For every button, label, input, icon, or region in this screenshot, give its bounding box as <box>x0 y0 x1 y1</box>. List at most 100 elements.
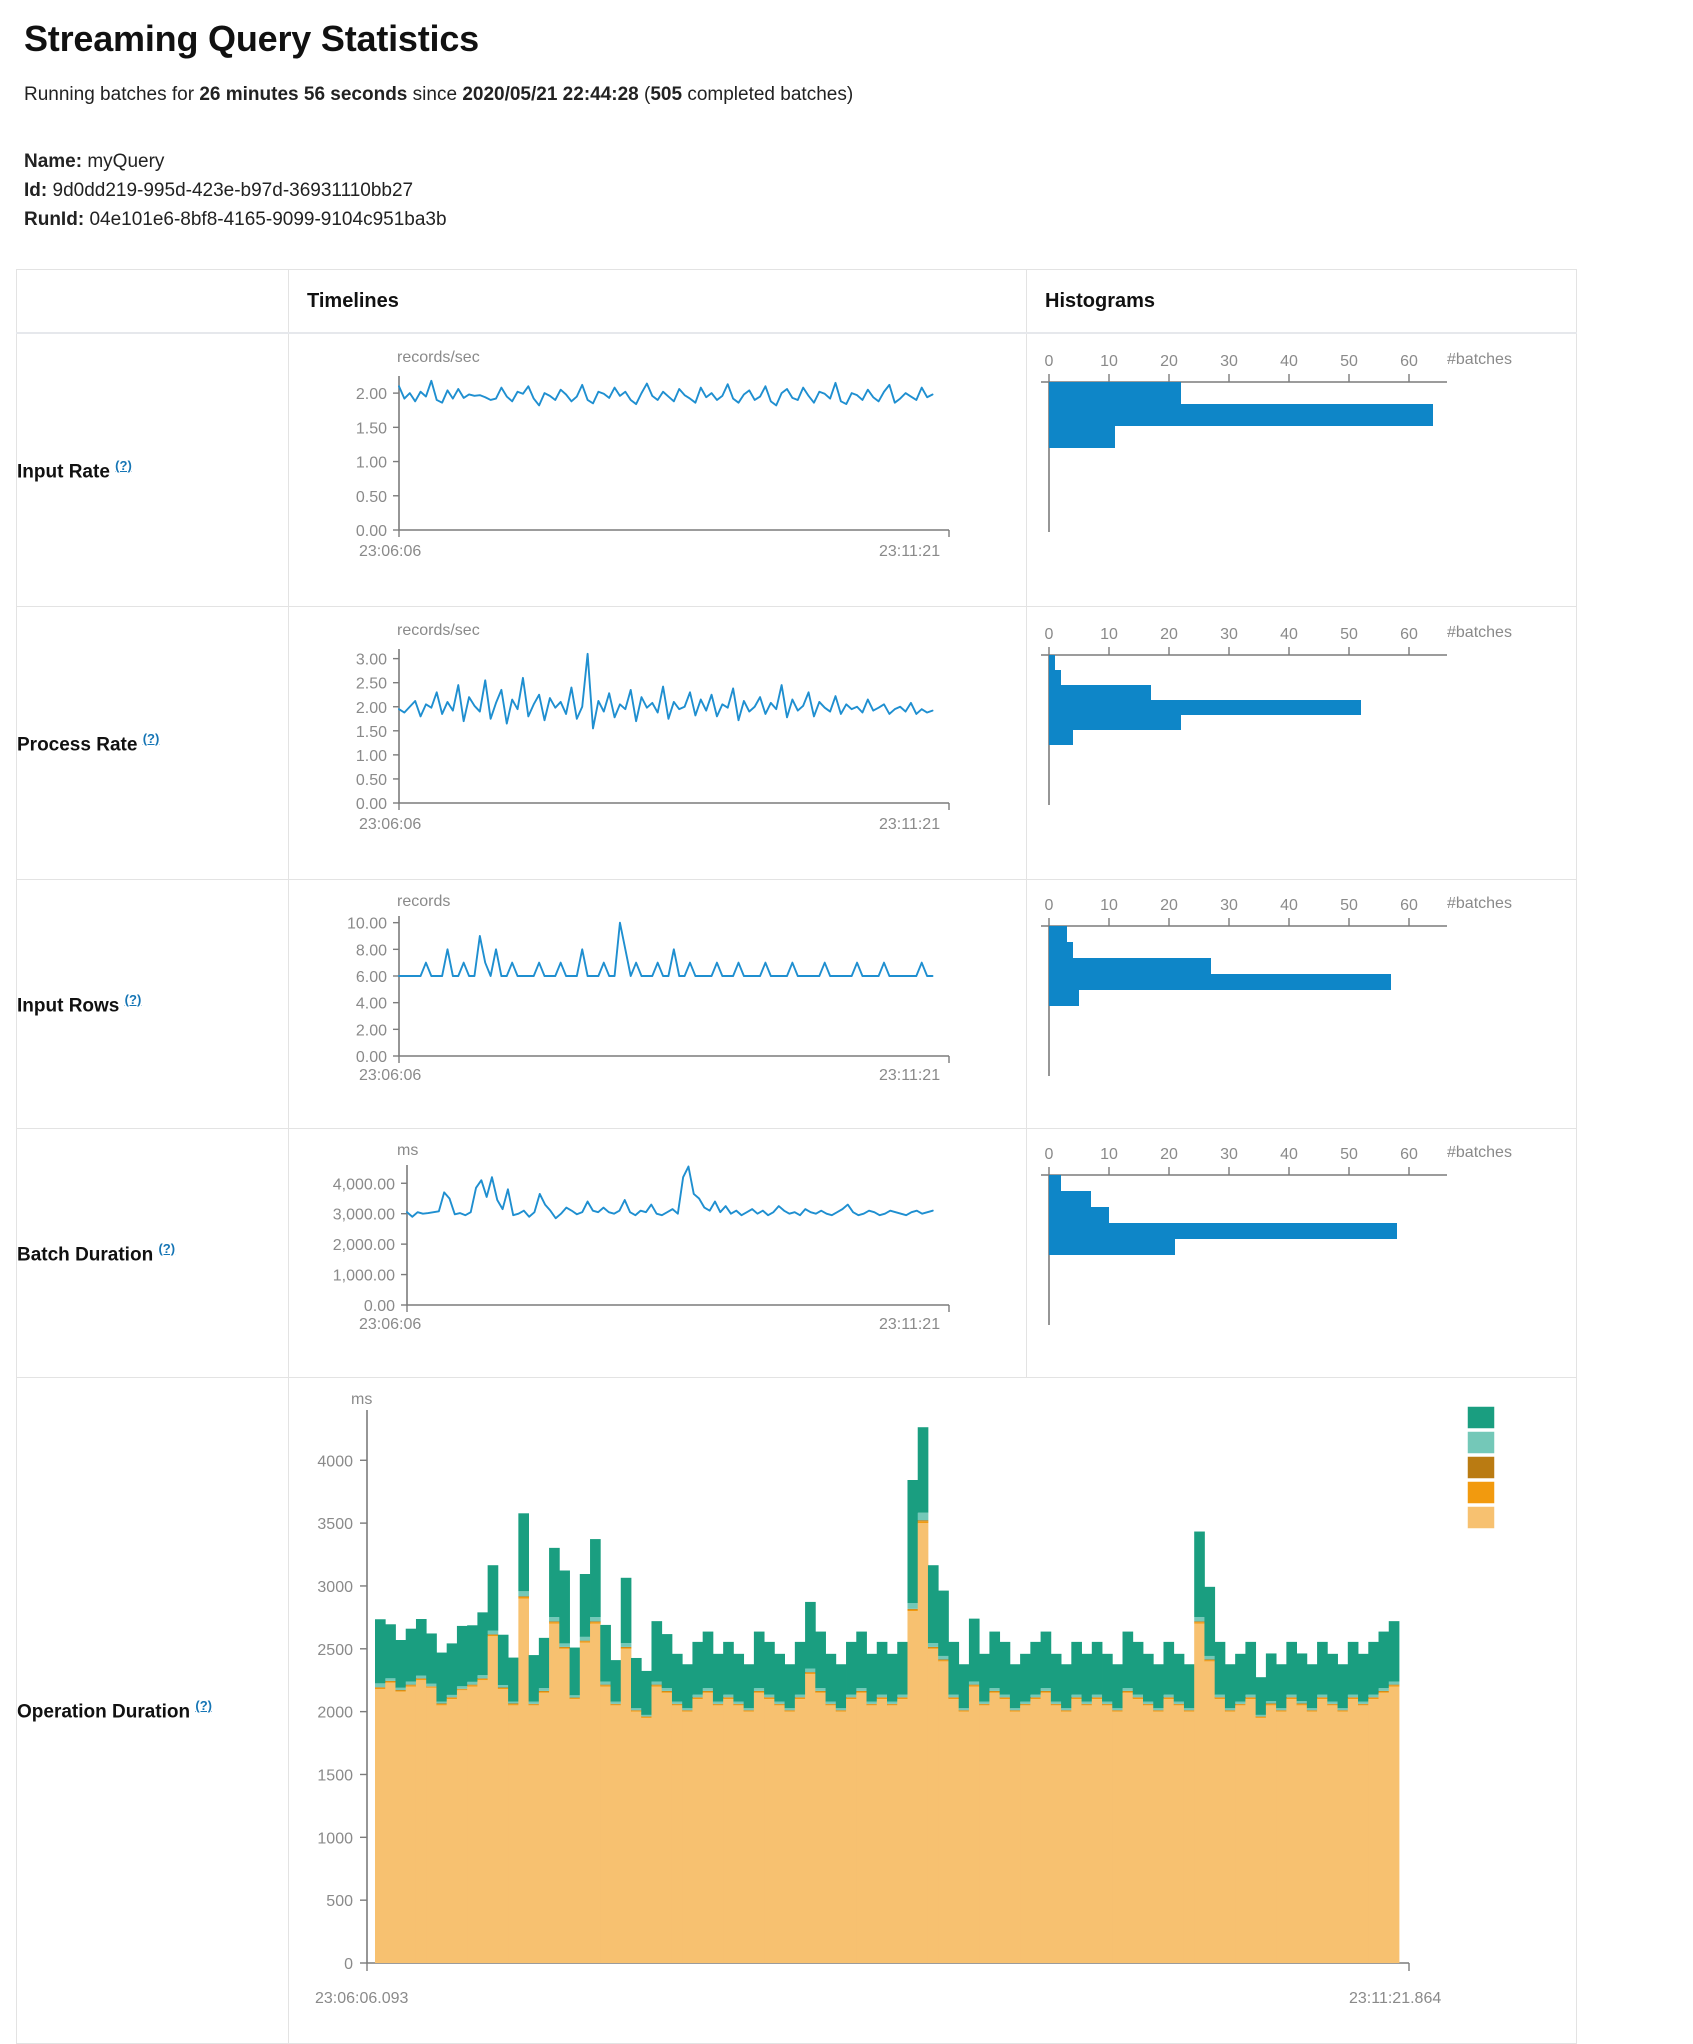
stacked-bar-segment <box>1143 1704 1154 1706</box>
batch-duration-timeline-chart[interactable]: ms 0.001,000.002,000.003,000.004,000.00 … <box>289 1129 1019 1377</box>
stacked-bar-segment <box>518 1598 529 1964</box>
legend-swatch[interactable] <box>1466 1480 1496 1506</box>
stacked-bar-segment <box>1040 1691 1052 1692</box>
stacked-bar-segment <box>477 1612 489 1676</box>
stacked-bar-segment <box>1009 1711 1021 1713</box>
stacked-bar-segment <box>1378 1631 1390 1689</box>
legend-swatch[interactable] <box>1466 1430 1496 1456</box>
stacked-bar-segment <box>405 1681 417 1686</box>
stacked-bar-segment <box>569 1698 581 1700</box>
stacked-bar-segment <box>375 1688 386 1690</box>
stacked-bar-segment <box>1071 1699 1082 1964</box>
stacked-bar-segment <box>784 1712 796 1964</box>
stacked-bar-segment <box>774 1704 785 1705</box>
stacked-bar-segment <box>467 1686 478 1964</box>
stacked-bar-segment <box>467 1685 478 1686</box>
operation-duration-chart[interactable]: ms 0 500 1000 1500 2000 2500 3000 3500 4000 23:0… <box>289 1378 1569 2043</box>
statistics-table: Timelines Histograms Input Rate (?) reco… <box>16 268 1577 2044</box>
help-icon[interactable]: (?) <box>158 1240 176 1256</box>
x-tick-label: 30 <box>1220 1146 1238 1163</box>
stacked-bar-segment <box>1132 1699 1144 1964</box>
timeline-series-path <box>398 922 934 978</box>
stacked-bar-segment <box>579 1574 591 1638</box>
legend-swatch[interactable] <box>1466 1505 1496 1531</box>
stacked-bar-segment <box>835 1712 847 1964</box>
query-id-line: Id: 9d0dd219-995d-423e-b97d-36931110bb27 <box>24 176 1669 205</box>
x-tick-label: 0 <box>1045 626 1054 643</box>
stacked-bar-segment <box>1173 1701 1185 1705</box>
stacked-bar-segment <box>856 1691 867 1692</box>
x-tick-label: 40 <box>1280 626 1298 643</box>
help-icon[interactable]: (?) <box>115 457 132 473</box>
stacked-bar-segment <box>1040 1693 1052 1964</box>
stacked-bar-segment <box>1132 1697 1144 1699</box>
stacked-bar-segment <box>989 1631 1001 1689</box>
stacked-bar-segment <box>1347 1642 1359 1696</box>
process-rate-timeline-chart[interactable]: records/sec 0.00 0.50 1.00 1.50 2.00 2.50 3.00… <box>289 607 1019 879</box>
stacked-bar-segment <box>415 1678 427 1680</box>
input-rows-timeline-chart[interactable]: records 0.00 2.00 4.00 6.00 8.00 10.00 23:06:… <box>289 880 1019 1128</box>
operation-duration-legend[interactable] <box>1466 1405 1496 1531</box>
plot-area: 0 500 1000 1500 2000 2500 3000 3500 4000 <box>317 1410 1410 1973</box>
header-timelines: Timelines <box>288 268 1027 335</box>
stacked-bar-segment <box>1102 1705 1113 1964</box>
stacked-bar-segment <box>497 1685 509 1688</box>
stacked-bar-segment <box>968 1686 980 1964</box>
x-tick-label: 30 <box>1220 897 1238 914</box>
y-tick-label: 1.50 <box>356 724 387 741</box>
stacked-bar-segment <box>958 1710 970 1712</box>
x-tick-label: 10 <box>1100 1146 1118 1163</box>
histogram-cell-input-rate: #batches 0 10 20 30 40 50 60 <box>1026 332 1577 608</box>
input-rate-histogram-chart[interactable]: #batches 0 10 20 30 40 50 60 <box>1027 334 1567 606</box>
input-rows-histogram-chart[interactable]: #batches 0 10 20 30 40 50 60 <box>1027 880 1567 1128</box>
stacked-bar-segment <box>846 1699 857 1964</box>
stacked-bar-segment <box>989 1688 1001 1692</box>
stacked-bar-segment <box>1030 1697 1041 1699</box>
stacked-bar-segment <box>1009 1712 1021 1964</box>
stacked-bar-segment <box>1194 1622 1205 1625</box>
x-tick-label: 60 <box>1400 1146 1418 1163</box>
stacked-bar-segment <box>1194 1531 1205 1618</box>
stacked-bar-segment <box>887 1705 898 1964</box>
stacked-bar-segment <box>590 1624 601 1964</box>
stacked-bar-segment <box>753 1691 765 1692</box>
stacked-bar-segment <box>979 1704 990 1706</box>
stacked-bar-segment <box>477 1680 489 1964</box>
help-icon[interactable]: (?) <box>195 1698 213 1714</box>
running-duration: 26 minutes 56 seconds <box>199 84 408 105</box>
stacked-bar-segment <box>1112 1711 1123 1713</box>
stacked-bar-segment <box>1204 1661 1216 1964</box>
x-tick-label: 50 <box>1340 1146 1358 1163</box>
stacked-bar-segment <box>1081 1705 1093 1964</box>
stacked-bar-segment <box>375 1683 386 1688</box>
stacked-bar-segment <box>1102 1704 1113 1706</box>
subtitle-mid: since <box>407 84 463 105</box>
stacked-bar-segment <box>979 1705 990 1964</box>
stacked-bar-segment <box>815 1691 826 1692</box>
stacked-bar-segment <box>1317 1699 1328 1964</box>
stacked-bar-segment <box>1009 1710 1021 1712</box>
stacked-bar-segment <box>405 1685 417 1687</box>
help-icon[interactable]: (?) <box>142 730 160 746</box>
legend-swatch[interactable] <box>1466 1405 1496 1431</box>
stacked-bar-segment <box>805 1672 816 1674</box>
stacked-bar-segment <box>1235 1654 1246 1702</box>
legend-swatch[interactable] <box>1466 1455 1496 1481</box>
stacked-bar-segment <box>1245 1642 1257 1696</box>
stacked-bar-segment <box>999 1695 1011 1698</box>
process-rate-histogram-chart[interactable]: #batches 0 10 20 30 40 50 60 <box>1027 607 1567 879</box>
stacked-bar-segment <box>948 1642 960 1696</box>
stacked-bar-segment <box>456 1689 468 1690</box>
input-rate-timeline-chart[interactable]: records/sec 0.00 0.50 1.00 1.50 2.00 23:06:0… <box>289 334 1019 606</box>
batch-duration-histogram-chart[interactable]: #batches 0 10 20 30 40 50 60 <box>1027 1129 1567 1377</box>
stacked-bar-segment <box>631 1711 642 1713</box>
stacked-bar-segment <box>641 1716 652 1718</box>
stacked-bar-segment <box>805 1602 816 1669</box>
stacked-bar-segment <box>579 1641 591 1642</box>
help-icon[interactable]: (?) <box>124 991 142 1007</box>
stacked-bar-segment <box>415 1675 427 1679</box>
histogram-bar <box>1049 974 1391 991</box>
stacked-bar-segment <box>794 1698 806 1700</box>
stacked-bar-segment <box>784 1664 796 1709</box>
